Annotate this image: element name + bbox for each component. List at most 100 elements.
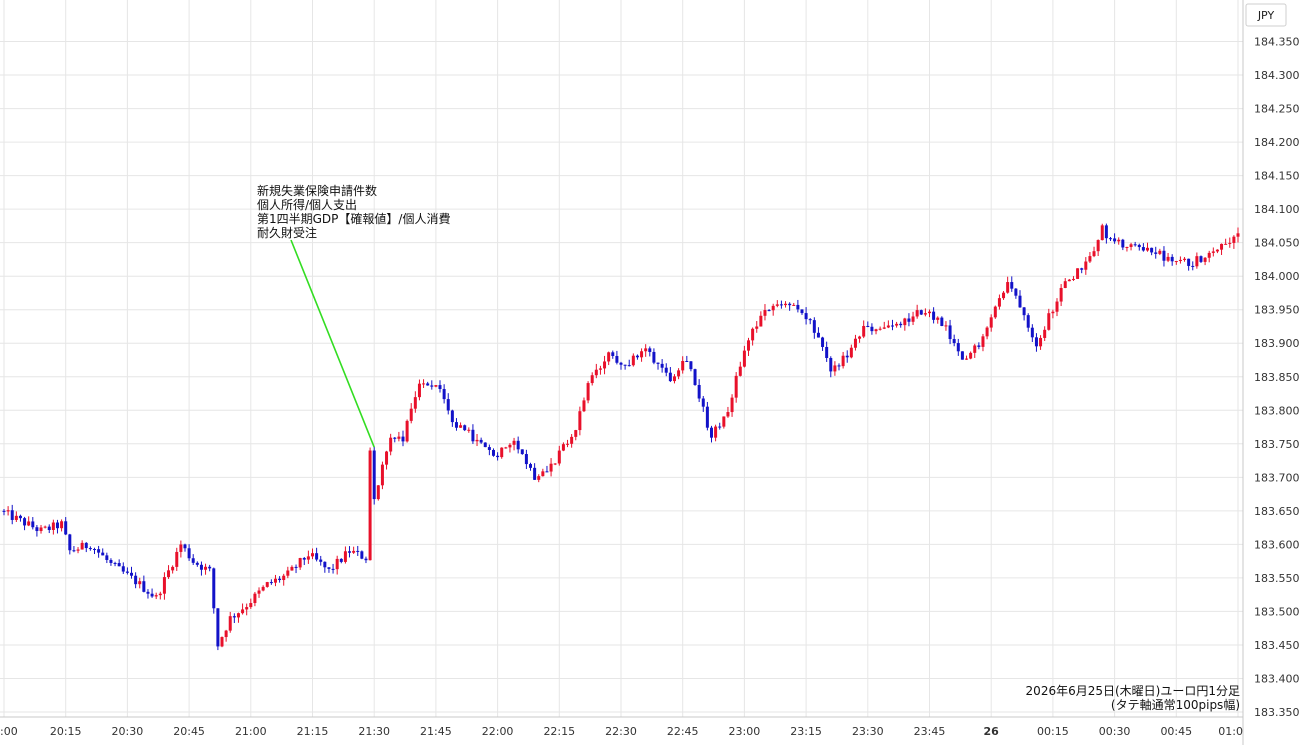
candle-body xyxy=(648,348,652,352)
candle-body xyxy=(611,352,615,356)
candle-body xyxy=(88,548,92,550)
candle-body xyxy=(368,450,372,561)
candle-body xyxy=(249,603,253,608)
candle-body xyxy=(459,425,463,428)
candle-body xyxy=(1047,313,1051,330)
candle-body xyxy=(339,558,343,562)
candle-body xyxy=(463,425,467,431)
candle-body xyxy=(1084,261,1088,270)
annotation-text-line: 第1四半期GDP【確報値】/個人消費 xyxy=(257,211,450,226)
candle-body xyxy=(940,317,944,326)
candle-body xyxy=(158,593,162,596)
candle-body xyxy=(134,575,138,585)
candle-body xyxy=(660,363,664,368)
candle-body xyxy=(204,566,208,570)
candle-body xyxy=(282,575,286,581)
candle-body xyxy=(183,544,187,549)
candle-body xyxy=(154,595,158,597)
candle-body xyxy=(1051,311,1055,314)
candle-body xyxy=(586,383,590,401)
candle-body xyxy=(895,323,899,326)
candle-body xyxy=(1129,244,1133,247)
time-axis-ticks: :00 20:15 20:30 20:45 21:00 21:15 21:30 21:45 22… xyxy=(0,725,1243,738)
candle-body xyxy=(14,515,18,520)
candle-body xyxy=(993,306,997,318)
candle-body xyxy=(755,326,759,329)
candle-body xyxy=(409,408,413,421)
candle-body xyxy=(1108,238,1112,240)
candle-body xyxy=(1187,258,1191,266)
candle-body xyxy=(989,317,993,328)
candle-body xyxy=(944,325,948,327)
candle-body xyxy=(516,440,520,450)
candle-body xyxy=(825,346,829,358)
candle-body xyxy=(932,311,936,320)
candle-body xyxy=(179,544,183,552)
candle-body xyxy=(438,385,442,390)
annotation-text-line: 新規失業保険申請件数 xyxy=(257,183,377,198)
candle-body xyxy=(162,577,166,594)
candle-body xyxy=(759,315,763,327)
candle-body xyxy=(500,447,504,458)
candle-body xyxy=(512,440,516,445)
candle-body xyxy=(121,566,125,572)
price-tick-label: 183.450 xyxy=(1254,639,1300,652)
candle-body xyxy=(1170,256,1174,262)
candle-body xyxy=(582,400,586,412)
candle-body xyxy=(928,311,931,314)
price-tick-label: 183.850 xyxy=(1254,371,1300,384)
candle-body xyxy=(742,350,746,367)
candle-body xyxy=(278,578,282,581)
time-tick-label: 22:30 xyxy=(605,725,637,738)
candle-body xyxy=(520,449,524,455)
candle-body xyxy=(76,549,80,551)
candle-body xyxy=(1121,239,1125,248)
price-axis-panel[interactable] xyxy=(1243,0,1300,745)
candle-body xyxy=(714,426,718,438)
candle-body xyxy=(1018,295,1022,308)
candle-body xyxy=(664,367,668,373)
candle-body xyxy=(1150,247,1154,253)
price-tick-label: 183.900 xyxy=(1254,337,1300,350)
time-tick-label: 00:15 xyxy=(1037,725,1069,738)
time-tick-label: 23:15 xyxy=(790,725,822,738)
price-tick-label: 183.350 xyxy=(1254,706,1300,719)
price-tick-label: 183.950 xyxy=(1254,304,1300,317)
candle-body xyxy=(524,454,528,465)
candle-body xyxy=(1195,256,1199,267)
candle-body xyxy=(479,439,483,443)
candle-body xyxy=(92,549,96,551)
candle-body xyxy=(1166,256,1170,261)
time-tick-label: 21:15 xyxy=(297,725,329,738)
candle-body xyxy=(1092,251,1096,257)
candle-body xyxy=(841,355,845,367)
candle-body xyxy=(911,316,915,322)
time-tick-label: 26 xyxy=(984,725,1000,738)
candle-body xyxy=(142,581,146,592)
candle-body xyxy=(1232,236,1236,243)
candle-body xyxy=(672,376,676,382)
candle-body xyxy=(804,313,808,320)
candle-body xyxy=(80,542,84,550)
candle-body xyxy=(545,471,549,473)
candle-body xyxy=(607,352,611,362)
candle-body xyxy=(1199,256,1203,262)
candle-body xyxy=(6,510,10,512)
candle-body xyxy=(380,464,384,486)
candle-body xyxy=(150,593,154,597)
candle-body xyxy=(862,325,866,337)
candle-body xyxy=(1174,261,1178,263)
candle-body xyxy=(812,320,816,333)
annotation-leader-line xyxy=(290,239,375,448)
candle-body xyxy=(475,439,479,442)
candle-body xyxy=(467,429,471,431)
candle-body xyxy=(771,305,775,311)
candle-body xyxy=(39,527,43,532)
candle-body xyxy=(389,437,393,452)
candle-body xyxy=(1146,247,1150,251)
candle-body xyxy=(779,304,783,306)
candle-body xyxy=(269,582,273,584)
time-tick-label: 20:15 xyxy=(50,725,82,738)
candle-body xyxy=(413,397,417,409)
